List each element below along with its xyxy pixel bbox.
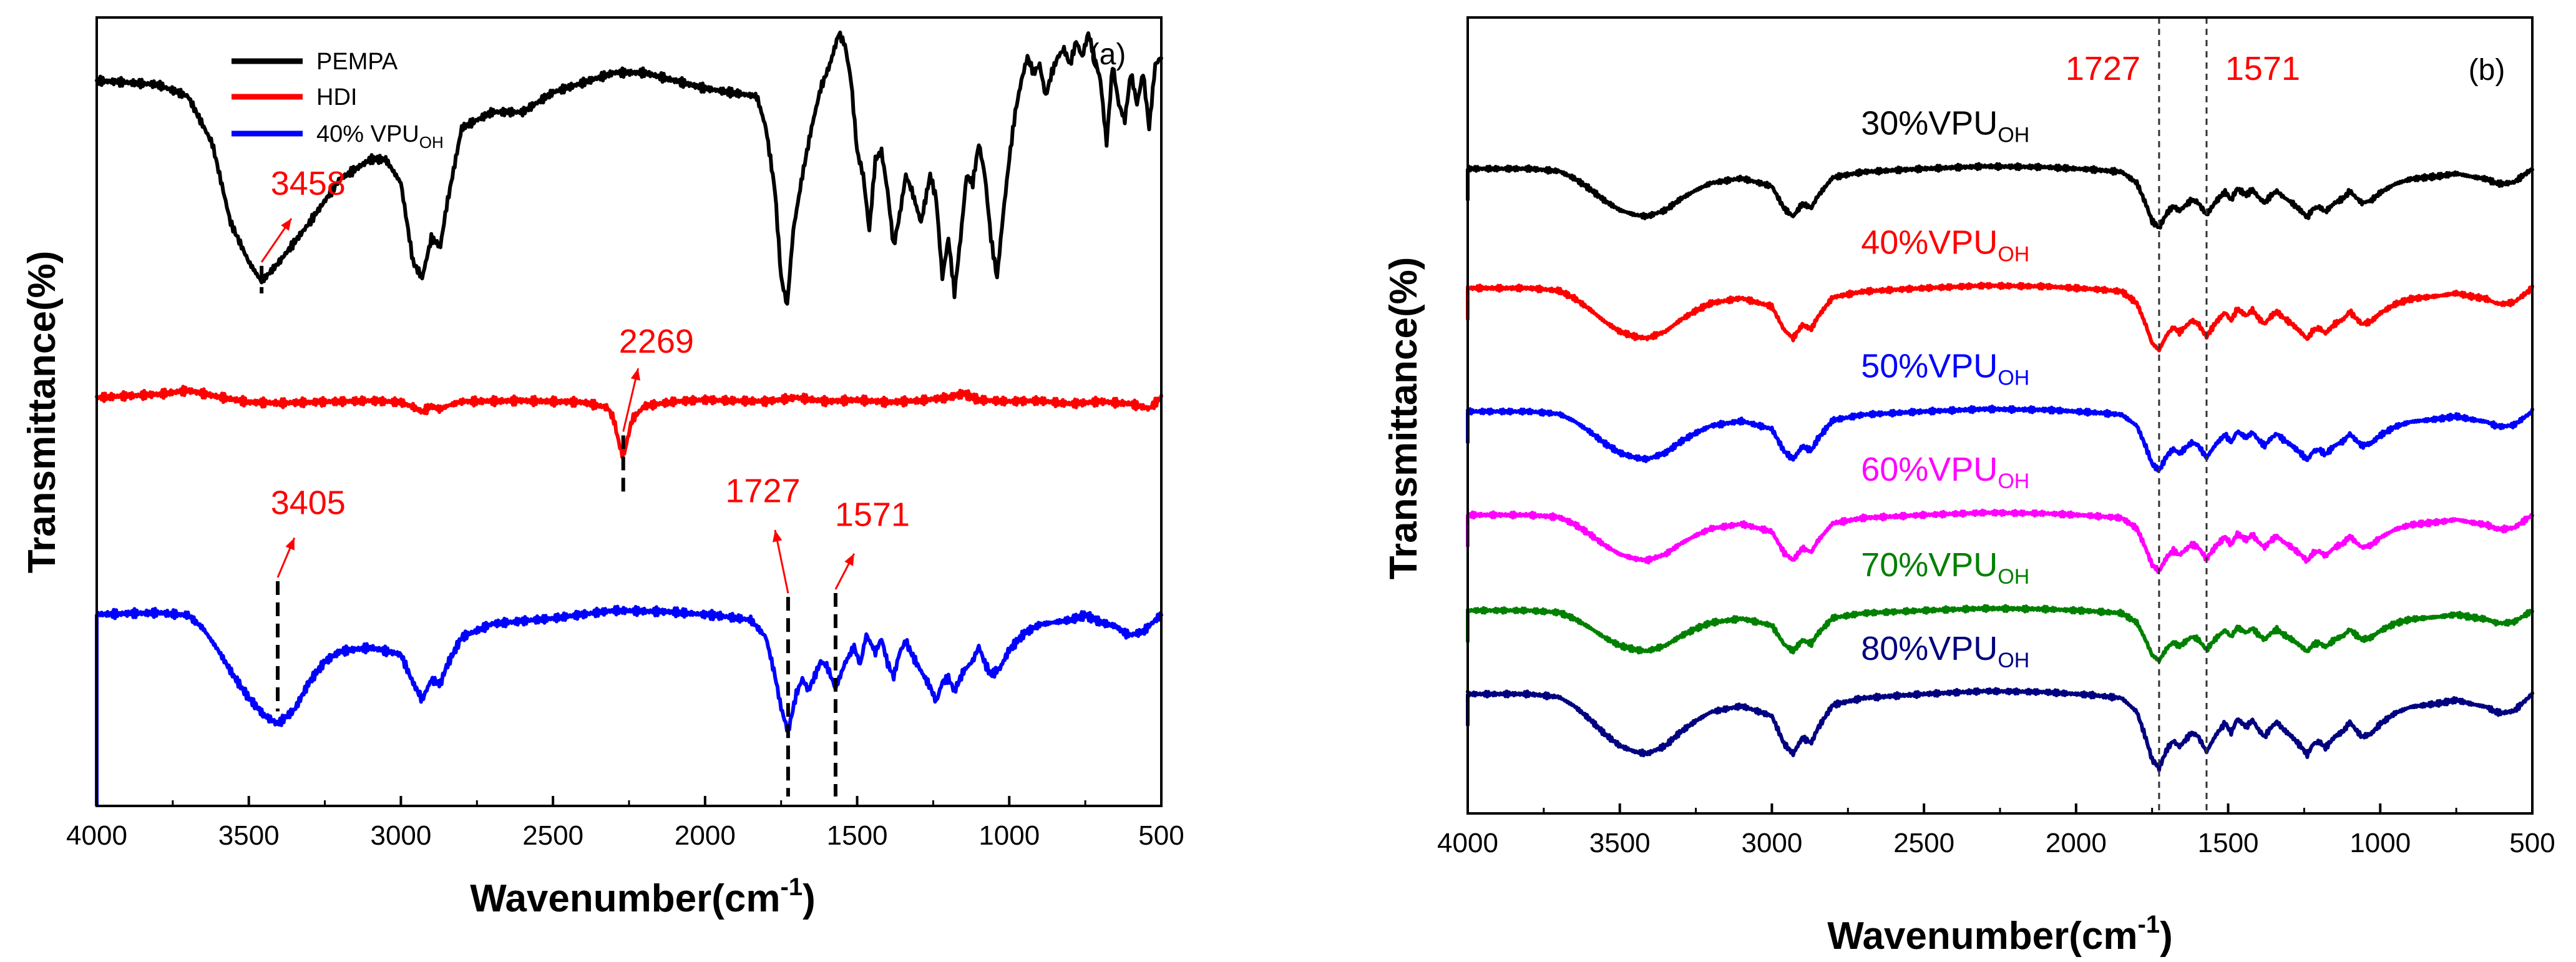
panel-b-series-label-60vpuoh: 60%VPUOH — [1861, 451, 2029, 493]
panel-b-series-label-main: 80%VPU — [1861, 630, 1998, 667]
panel-b-x-axis-title: Wavenumber(cm-1) — [1827, 911, 2173, 958]
panel-b-reference-lines: 1727 1571 — [2066, 17, 2300, 813]
panel-a-x-axis-title-main: Wavenumber(cm — [470, 877, 780, 920]
panel-a-x-tick-label-3500: 3500 — [218, 820, 280, 851]
panel-b-x-axis-title-close: ) — [2160, 915, 2173, 958]
panel-a-arrowhead-2269 — [630, 368, 640, 381]
panel-b-series-30vpuoh — [1466, 162, 2534, 230]
panel-a-series-group — [95, 30, 1163, 806]
panel-a-x-tick-label-1500: 1500 — [827, 820, 888, 851]
panel-b-series-label-sub: OH — [1998, 243, 2029, 267]
panel-b-series-40vpuoh — [1466, 282, 2534, 353]
panel-b-x-axis-title-main: Wavenumber(cm — [1827, 915, 2137, 958]
panel-b-x-tick-label-1500: 1500 — [2198, 828, 2259, 858]
panel-a-annotation-1727: 1727 — [725, 473, 800, 510]
panel-b-series-label-main: 50%VPU — [1861, 347, 1998, 385]
panel-b-series-label-80vpuoh: 80%VPUOH — [1861, 630, 2029, 672]
panel-b-series-70vpuoh — [1466, 604, 2534, 664]
panel-b-x-tick-label-500: 500 — [2509, 828, 2555, 858]
panel-b-series-label-50vpuoh: 50%VPUOH — [1861, 347, 2029, 390]
legend-label-40-vpuoh-main: 40% VPU — [316, 121, 419, 147]
panel-b-label: (b) — [2469, 54, 2505, 87]
panel-b-series-label-sub: OH — [1998, 366, 2029, 390]
panel-b-series-label-70vpuoh: 70%VPUOH — [1861, 546, 2029, 589]
panel-a-chart: 3458 2269 3405 1727 1571 4000 3500 3000 2500 200… — [21, 16, 1184, 920]
panel-b-series-50vpuoh — [1466, 405, 2534, 473]
legend-label-pempa: PEMPA — [316, 49, 398, 75]
panel-b-reference-label-1571: 1571 — [2225, 50, 2300, 87]
panel-a-x-tick-label-2500: 2500 — [522, 820, 583, 851]
panel-b-x-tick-label-4000: 4000 — [1437, 828, 1498, 858]
legend-label-40-vpuoh-sub: OH — [419, 133, 444, 152]
panel-b-chart: 30%VPUOH40%VPUOH50%VPUOH60%VPUOH70%VPUOH… — [1382, 16, 2555, 958]
panel-b-x-axis-title-sup: -1 — [2138, 911, 2160, 938]
panel-b-x-tick-label-3500: 3500 — [1589, 828, 1651, 858]
panel-b-series-group: 30%VPUOH40%VPUOH50%VPUOH60%VPUOH70%VPUOH… — [1466, 104, 2534, 772]
panel-a-x-ticks: 4000 3500 3000 2500 2000 1500 1000 500 — [66, 796, 1184, 851]
legend-label-40-vpuoh: 40% VPUOH — [316, 121, 444, 152]
panel-a-series-40-vpuoh — [95, 604, 1163, 733]
panel-b-series-label-sub: OH — [1998, 123, 2029, 147]
panel-a-arrowhead-3458 — [281, 218, 291, 231]
panel-a-legend: PEMPA HDI 40% VPUOH — [232, 49, 444, 152]
panel-a-series-hdi — [95, 385, 1163, 459]
panel-b-series-label-30vpuoh: 30%VPUOH — [1861, 104, 2029, 147]
panel-a-series-pempa — [95, 30, 1163, 306]
panel-a-annotation-1571: 1571 — [835, 496, 910, 534]
panel-a-x-axis-title: Wavenumber(cm-1) — [470, 873, 816, 920]
panel-a-x-tick-label-1000: 1000 — [978, 820, 1040, 851]
panel-b-series-60vpuoh — [1466, 508, 2534, 574]
panel-b-x-tick-label-1000: 1000 — [2349, 828, 2411, 858]
panel-a-x-axis-title-close: ) — [803, 877, 816, 920]
panel-b-series-label-sub: OH — [1998, 565, 2029, 589]
panel-a-x-tick-label-500: 500 — [1138, 820, 1184, 851]
panel-b-x-ticks: 4000 3500 3000 2500 2000 1500 1000 500 — [1437, 803, 2555, 858]
panel-a-annotations: 3458 2269 3405 1727 1571 — [260, 165, 910, 797]
panel-b-series-label-main: 30%VPU — [1861, 104, 1998, 142]
panel-b-series-label-40vpuoh: 40%VPUOH — [1861, 224, 2029, 267]
panel-a-annotation-3405: 3405 — [271, 484, 346, 522]
panel-a-x-axis-title-sup: -1 — [781, 873, 803, 901]
panel-b-series-label-sub: OH — [1998, 649, 2029, 672]
panel-a-x-tick-label-2000: 2000 — [675, 820, 736, 851]
panel-b-reference-label-1727: 1727 — [2066, 50, 2140, 87]
panel-b-x-tick-label-2000: 2000 — [2046, 828, 2107, 858]
panel-a-label: (a) — [1090, 38, 1126, 71]
panel-a-x-tick-label-4000: 4000 — [66, 820, 127, 851]
panel-b-series-label-main: 40%VPU — [1861, 224, 1998, 262]
panel-a-arrowhead-1727 — [773, 529, 783, 542]
panel-a-arrowhead-3405 — [285, 537, 295, 551]
panel-b-series-label-main: 60%VPU — [1861, 451, 1998, 488]
panel-b-series-80vpuoh — [1466, 687, 2534, 772]
panel-a-annotation-2269: 2269 — [619, 323, 694, 360]
panel-a-y-axis-title: Transmittance(%) — [21, 251, 64, 574]
panel-b-series-label-main: 70%VPU — [1861, 546, 1998, 584]
panel-b-x-tick-label-3000: 3000 — [1741, 828, 1802, 858]
legend-label-hdi: HDI — [316, 84, 357, 110]
panel-a-x-tick-label-3000: 3000 — [370, 820, 431, 851]
panel-b-series-label-sub: OH — [1998, 469, 2029, 493]
panel-b-y-axis-title: Transmittance(%) — [1382, 257, 1425, 580]
panel-a-arrowhead-1571 — [844, 553, 854, 566]
panel-b-x-tick-label-2500: 2500 — [1893, 828, 1954, 858]
panel-a-annotation-3458: 3458 — [271, 165, 346, 202]
